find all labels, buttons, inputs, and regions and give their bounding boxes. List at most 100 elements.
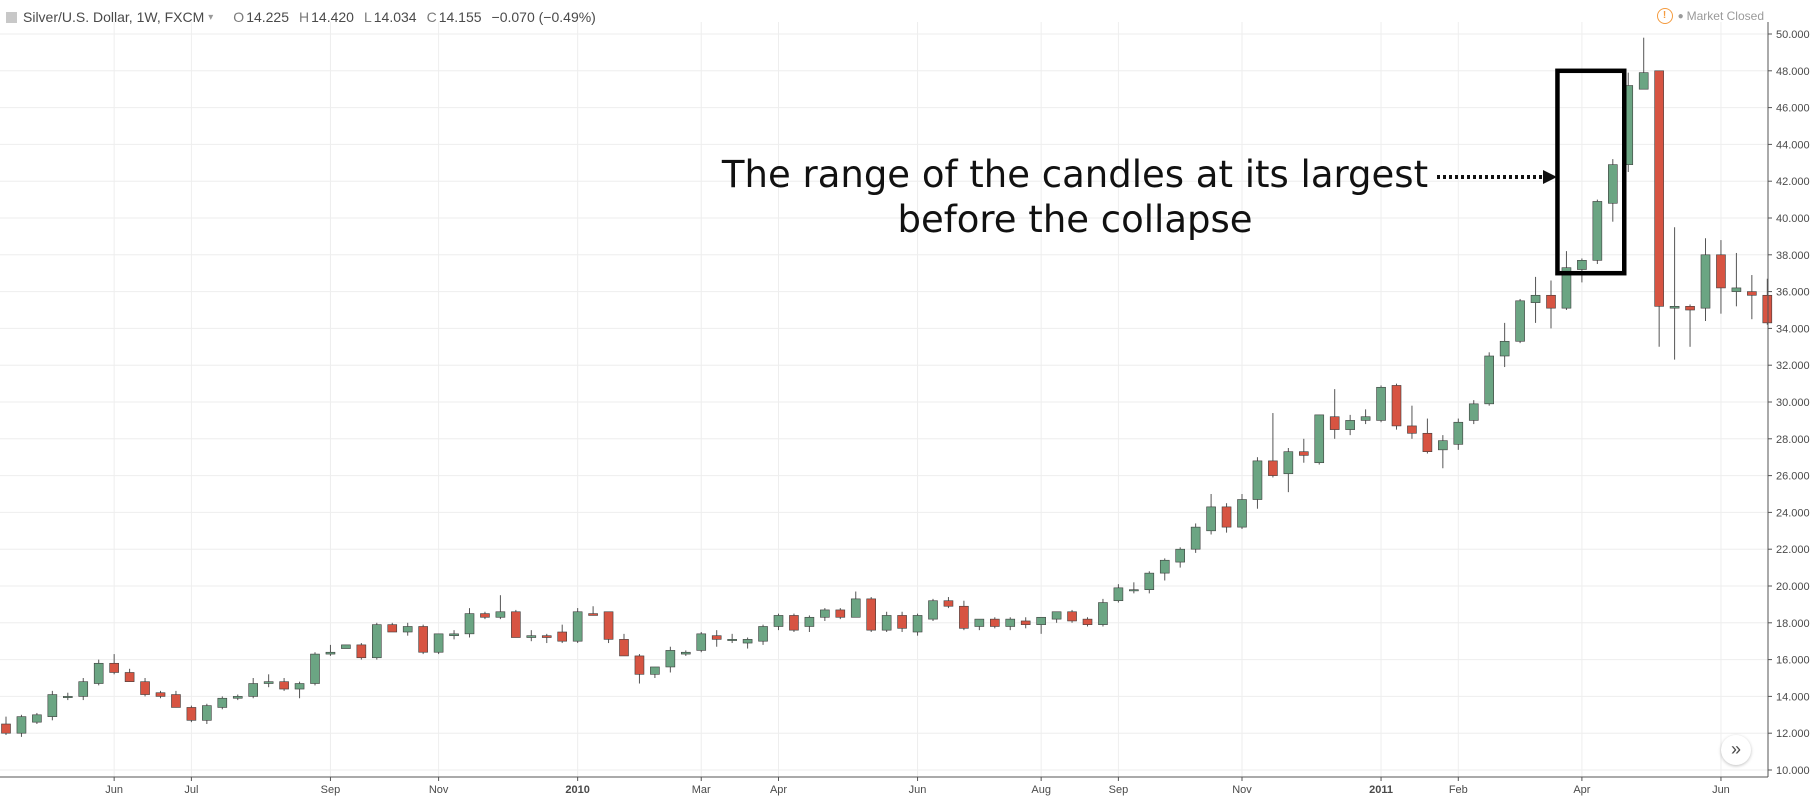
market-status[interactable]: ! ● Market Closed	[1656, 8, 1764, 24]
candle	[232, 694, 243, 701]
candle-body-up	[881, 615, 892, 631]
double-chevron-right-icon: »	[1730, 739, 1741, 759]
x-tick-label: Apr	[770, 784, 787, 796]
candle	[1407, 405, 1417, 439]
candle-body-up	[310, 653, 320, 684]
candle-body-up	[1731, 287, 1742, 292]
candle-body-up	[78, 681, 89, 697]
candle-body-up	[572, 611, 583, 642]
candle	[758, 624, 768, 645]
candle	[572, 608, 583, 644]
candle-body-down	[711, 635, 722, 640]
candle	[1608, 159, 1618, 222]
candle	[1098, 598, 1108, 627]
chevron-down-icon[interactable]: ▾	[208, 11, 214, 23]
candle-body-up	[1129, 589, 1139, 592]
candle	[1113, 584, 1124, 603]
annotation-text: The range of the candles at its largest …	[700, 152, 1450, 242]
x-tick-label: Apr	[1573, 784, 1590, 796]
x-tick-label: Jul	[184, 784, 198, 796]
candle	[897, 611, 907, 632]
symbol-title[interactable]: Silver/U.S. Dollar, 1W, FXCM	[23, 9, 205, 25]
candle-body-up	[1638, 72, 1649, 90]
y-tick-label: 44.000	[1776, 139, 1810, 151]
y-tick-label: 28.000	[1776, 434, 1810, 446]
y-tick-label: 42.000	[1776, 176, 1810, 188]
candle-body-up	[1453, 421, 1464, 445]
candle	[850, 591, 861, 618]
candle	[1561, 251, 1572, 310]
annotation-line-1: The range of the candles at its largest	[721, 153, 1429, 196]
candle	[1376, 385, 1386, 423]
x-tick-label: Sep	[1109, 784, 1129, 796]
warning-icon[interactable]: !	[1656, 8, 1673, 24]
y-tick-label: 48.000	[1776, 66, 1810, 78]
y-axis-ticks[interactable]: 10.000 12.000 14.000 16.000 18.000 20.000 22.0…	[1768, 29, 1810, 777]
market-status-text: Market Closed	[1686, 9, 1764, 23]
candle-body-up	[773, 615, 784, 627]
candle	[665, 646, 676, 673]
x-tick-label: Jun	[909, 784, 927, 796]
candle	[1221, 503, 1232, 533]
candle	[619, 633, 629, 657]
y-tick-label: 14.000	[1776, 691, 1810, 703]
candle	[959, 600, 969, 631]
candle-body-up	[1237, 499, 1247, 528]
candle	[989, 617, 1000, 629]
candle-body-down	[511, 611, 521, 638]
candle	[47, 690, 58, 721]
candle-body-up	[1608, 164, 1618, 204]
candle	[1391, 383, 1402, 430]
candle	[588, 606, 598, 616]
candle-body-down	[959, 605, 969, 629]
candle-body-up	[928, 600, 938, 620]
candle	[912, 613, 923, 636]
candle-body-down	[541, 635, 552, 638]
y-tick-label: 12.000	[1776, 728, 1810, 740]
candle	[263, 674, 274, 688]
candle-body-up	[16, 716, 27, 734]
candle-body-down	[1020, 620, 1031, 625]
change-value: −0.070 (−0.49%)	[491, 9, 596, 25]
candle-body-down	[1747, 291, 1757, 296]
candle-body-up	[1561, 267, 1572, 309]
candle	[418, 624, 428, 655]
candle	[650, 666, 660, 678]
candle-body-up	[449, 633, 459, 636]
candle	[1438, 435, 1448, 469]
x-tick-label: 2011	[1369, 784, 1393, 796]
candle	[1051, 611, 1062, 623]
candle-body-up	[1190, 526, 1201, 550]
y-tick-label: 20.000	[1776, 581, 1810, 593]
candle-body-up	[62, 696, 73, 698]
x-tick-label: 2010	[565, 784, 589, 796]
chart-header: Silver/U.S. Dollar, 1W, FXCM ▾ O 14.225 H…	[6, 6, 596, 28]
y-tick-label: 10.000	[1776, 765, 1810, 777]
candle	[294, 681, 305, 699]
candle-body-down	[1, 723, 11, 734]
candle	[1314, 414, 1325, 465]
candle	[1268, 413, 1278, 478]
close-value: C 14.155	[426, 9, 482, 25]
candle-body-up	[1175, 548, 1185, 563]
scroll-to-realtime-button[interactable]: »	[1721, 735, 1751, 765]
annotation-line-2: before the collapse	[897, 198, 1253, 241]
candle	[603, 611, 614, 644]
x-tick-label: Nov	[429, 784, 449, 796]
candle	[557, 624, 568, 644]
x-axis-ticks[interactable]: Jun Jul Sep Nov 2010 Mar Apr Jun Aug Sep Nov 2011 Fe…	[105, 777, 1730, 796]
candle	[109, 654, 119, 675]
candle	[1654, 70, 1664, 347]
candle	[1530, 276, 1541, 323]
candle-body-down	[989, 618, 1000, 627]
y-tick-label: 38.000	[1776, 250, 1810, 262]
candle-body-down	[1407, 425, 1417, 434]
candle	[1252, 457, 1263, 509]
candle	[1020, 617, 1031, 629]
candle-body-up	[650, 666, 660, 675]
candle-body-up	[1592, 201, 1603, 261]
candle-body-up	[433, 633, 444, 653]
candle	[789, 613, 799, 632]
candle	[310, 652, 320, 686]
